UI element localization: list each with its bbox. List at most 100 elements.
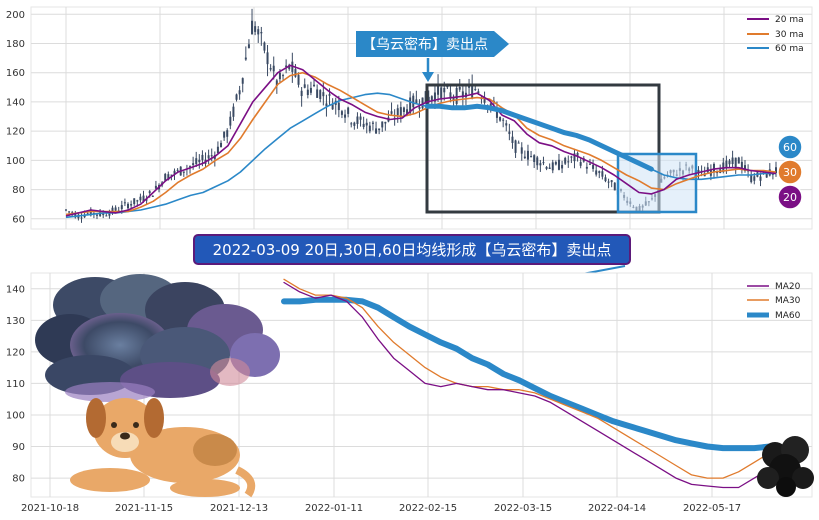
candle-body: [210, 155, 213, 157]
candle-body: [598, 171, 601, 173]
candle-body: [489, 103, 492, 107]
candle-body: [771, 173, 774, 175]
candle-body: [114, 207, 117, 211]
dog-illustration: [70, 398, 256, 498]
candle-body: [86, 213, 89, 215]
candle-body: [399, 107, 402, 117]
candle-body: [604, 177, 607, 182]
candle-body: [127, 203, 130, 209]
candle-body: [251, 20, 254, 35]
candle-body: [263, 42, 266, 51]
x-tick-label: 2021-10-18: [21, 503, 79, 514]
candle-body: [272, 65, 275, 72]
candle-body: [592, 165, 595, 169]
candle-body: [247, 44, 250, 49]
y-tick-label: 120: [6, 127, 25, 138]
candle-body: [477, 91, 480, 94]
candle-body: [167, 174, 170, 180]
candle-body: [449, 92, 452, 99]
x-tick-label: 2022-01-11: [305, 503, 363, 514]
candle-body: [740, 161, 743, 169]
candle-body: [111, 207, 114, 213]
candle-body: [712, 163, 715, 173]
candle-body: [344, 114, 347, 118]
ma30-line: [65, 71, 777, 216]
candle-body: [539, 163, 542, 166]
candle-body: [737, 157, 740, 164]
smoke-illustration: [757, 436, 814, 497]
candle-body: [139, 196, 142, 201]
storm-cloud-illustration: [35, 274, 280, 402]
candle-body: [285, 65, 288, 68]
legend-label-MA60: MA60: [775, 311, 801, 321]
candle-body: [226, 130, 229, 137]
candle-body: [269, 68, 272, 70]
candle-body: [148, 191, 151, 194]
top-grid: [31, 7, 812, 229]
x-tick-label: 2022-03-15: [494, 503, 552, 514]
candle-body: [412, 95, 415, 108]
candle-body: [734, 157, 737, 168]
legend-label-20ma: 20 ma: [775, 15, 804, 25]
candle-body: [347, 107, 350, 114]
candle-body: [189, 166, 192, 168]
candle-body: [198, 159, 201, 163]
candle-body: [775, 167, 777, 174]
y-tick-label: 60: [12, 214, 25, 225]
candle-body: [595, 170, 598, 175]
candle-body: [508, 131, 511, 135]
candle-body: [235, 94, 238, 100]
candle-body: [443, 87, 446, 93]
badge-60-label: 60: [783, 141, 797, 154]
candle-body: [446, 85, 449, 88]
bottom-y-axis: 80 90 100 110 120 130 140: [6, 284, 25, 484]
x-tick-label: 2022-04-14: [588, 503, 646, 514]
candle-body: [120, 205, 123, 210]
candle-body: [303, 84, 306, 88]
candle-body: [83, 214, 86, 218]
candle-body: [499, 117, 502, 121]
candle-body: [297, 75, 300, 85]
candle-body: [579, 162, 582, 166]
candle-body: [554, 162, 557, 165]
y-tick-label: 140: [6, 97, 25, 108]
candle-body: [371, 122, 374, 124]
candle-body: [495, 110, 498, 118]
candle-body: [195, 158, 198, 165]
candle-body: [130, 204, 133, 206]
legend-label-60ma: 60 ma: [775, 44, 804, 54]
badge-60: [777, 134, 803, 160]
candle-body: [266, 52, 269, 65]
candle-body: [427, 96, 430, 103]
candle-body: [368, 125, 371, 132]
bottom-chart: 80 90 100 110 120 130 140 2021-10-18 2021-11-15…: [6, 272, 814, 514]
x-tick-label: 2022-05-17: [683, 503, 741, 514]
candle-body: [80, 217, 83, 219]
candle-body: [182, 171, 185, 173]
candle-body: [458, 87, 461, 90]
candle-body: [523, 156, 526, 159]
candle-body: [561, 164, 564, 169]
candle-body: [278, 72, 281, 80]
badge-20: [777, 184, 803, 210]
candle-body: [759, 176, 762, 181]
top-y-axis: 60 80 100 120 140 160 180 200: [6, 10, 25, 225]
legend-label-MA30: MA30: [775, 296, 801, 306]
sell-zone-frame: [425, 83, 661, 214]
candle-body: [102, 213, 105, 216]
candle-body: [353, 122, 356, 126]
badge-20-label: 20: [783, 191, 797, 204]
signal-banner-text: 2022-03-09 20日,30日,60日均线形成【乌云密布】卖出点: [213, 241, 612, 259]
candle-body: [613, 182, 616, 191]
candle-body: [731, 157, 734, 165]
candle-body: [216, 146, 219, 154]
candle-body: [384, 121, 387, 124]
candle-body: [173, 170, 176, 174]
candle-body: [337, 102, 340, 111]
ma20-line: [65, 64, 777, 217]
candle-body: [316, 89, 319, 98]
signal-banner: 2022-03-09 20日,30日,60日均线形成【乌云密布】卖出点: [193, 234, 631, 285]
candle-body: [164, 173, 167, 181]
candle-body: [294, 69, 297, 77]
y-tick-label: 80: [12, 474, 25, 485]
